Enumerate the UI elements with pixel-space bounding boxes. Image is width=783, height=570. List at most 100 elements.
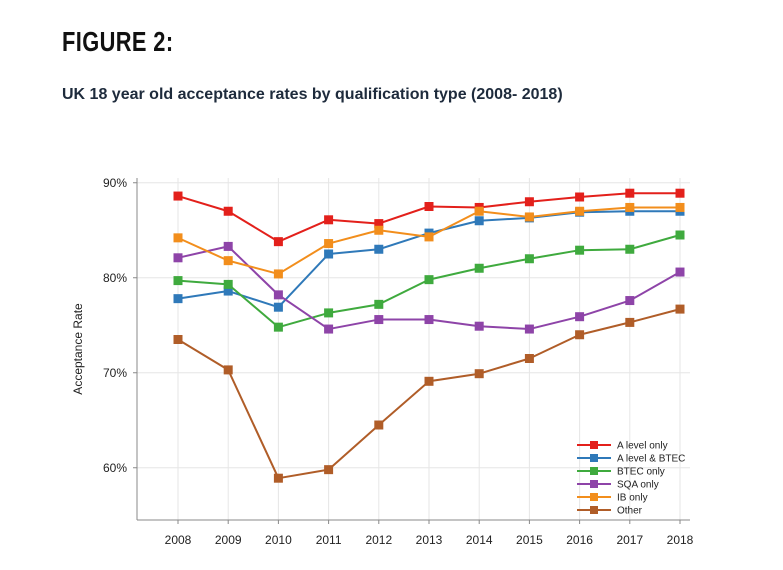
legend-item: IB only: [577, 493, 648, 504]
data-point: [524, 354, 534, 363]
data-point: [273, 322, 283, 332]
data-point: [173, 253, 183, 263]
data-point: [474, 206, 484, 216]
data-point: [374, 219, 384, 229]
data-point: [524, 212, 534, 222]
data-point: [374, 315, 384, 325]
series-group: [173, 202, 685, 279]
data-point: [424, 202, 434, 211]
data-point: [625, 202, 635, 212]
legend-marker: [590, 467, 598, 475]
series-group: [173, 304, 685, 483]
x-tick-label: 2008: [165, 533, 192, 547]
data-point: [324, 239, 334, 249]
data-point: [173, 233, 183, 243]
data-point: [374, 420, 384, 430]
data-point: [273, 269, 283, 279]
grid-layer: [137, 178, 690, 520]
data-point: [675, 267, 685, 277]
data-point: [474, 369, 484, 379]
data-point: [575, 330, 585, 340]
data-point: [324, 324, 334, 334]
data-point: [324, 249, 334, 259]
data-point: [675, 202, 685, 212]
data-point: [474, 321, 484, 331]
x-tick-label: 2018: [667, 533, 694, 547]
data-point: [223, 365, 233, 375]
data-point: [223, 279, 233, 289]
data-point: [625, 296, 635, 306]
data-point: [424, 376, 434, 386]
data-point: [273, 302, 283, 312]
x-tick-label: 2017: [616, 533, 643, 547]
data-point: [374, 299, 384, 309]
legend-marker: [590, 454, 598, 462]
series-group: [173, 188, 685, 247]
legend-marker: [590, 441, 598, 449]
legend: A level only A level & BTEC BTEC only SQA o…: [577, 441, 685, 517]
y-tick-label: 90%: [103, 176, 127, 190]
legend-item: BTEC only: [577, 467, 665, 478]
legend-label: A level only: [617, 441, 668, 452]
data-point: [173, 191, 183, 201]
chart-subtitle: UK 18 year old acceptance rates by quali…: [62, 86, 563, 103]
data-point: [424, 315, 434, 325]
legend-label: IB only: [617, 493, 648, 504]
data-point: [424, 232, 434, 242]
x-tick-label: 2013: [416, 533, 443, 547]
legend-item: SQA only: [577, 480, 659, 491]
series-group: [173, 241, 685, 334]
figure-label: FIGURE 2:: [62, 26, 174, 57]
data-point: [575, 192, 585, 202]
data-point: [675, 304, 685, 314]
x-tick-label: 2010: [265, 533, 292, 547]
data-point: [374, 244, 384, 254]
x-tick-label: 2009: [215, 533, 242, 547]
legend-item: A level & BTEC: [577, 454, 685, 465]
data-point: [625, 188, 635, 198]
data-point: [474, 216, 484, 226]
legend-marker: [590, 480, 598, 488]
data-point: [575, 206, 585, 216]
data-point: [524, 254, 534, 264]
data-point: [273, 473, 283, 483]
data-point: [575, 312, 585, 322]
data-point: [324, 465, 334, 475]
x-tick-label: 2015: [516, 533, 543, 547]
data-point: [223, 286, 233, 296]
legend-marker: [590, 506, 598, 514]
data-point: [424, 275, 434, 285]
data-point: [675, 188, 685, 198]
series-layer: [173, 188, 685, 483]
data-point: [524, 197, 534, 207]
data-point: [474, 263, 484, 273]
data-point: [273, 237, 283, 247]
y-tick-label: 80%: [103, 271, 127, 285]
data-point: [223, 256, 233, 266]
x-tick-label: 2012: [365, 533, 392, 547]
legend-label: Other: [617, 506, 643, 517]
data-point: [324, 215, 334, 225]
legend-label: SQA only: [617, 480, 659, 491]
data-point: [223, 206, 233, 216]
legend-marker: [590, 493, 598, 501]
legend-item: Other: [577, 506, 643, 517]
x-tick-label: 2014: [466, 533, 493, 547]
data-point: [524, 324, 534, 334]
legend-label: BTEC only: [617, 467, 665, 478]
data-point: [625, 317, 635, 327]
data-point: [675, 230, 685, 240]
data-point: [173, 335, 183, 344]
data-point: [575, 245, 585, 255]
y-tick-label: 60%: [103, 461, 127, 475]
y-axis-label: Acceptance Rate: [71, 303, 85, 395]
x-tick-label: 2016: [566, 533, 593, 547]
series-group: [173, 230, 685, 332]
data-point: [324, 308, 334, 318]
data-point: [173, 294, 183, 304]
legend-label: A level & BTEC: [617, 454, 685, 465]
data-point: [625, 244, 635, 254]
x-tick-label: 2011: [316, 533, 342, 547]
data-point: [374, 225, 384, 235]
